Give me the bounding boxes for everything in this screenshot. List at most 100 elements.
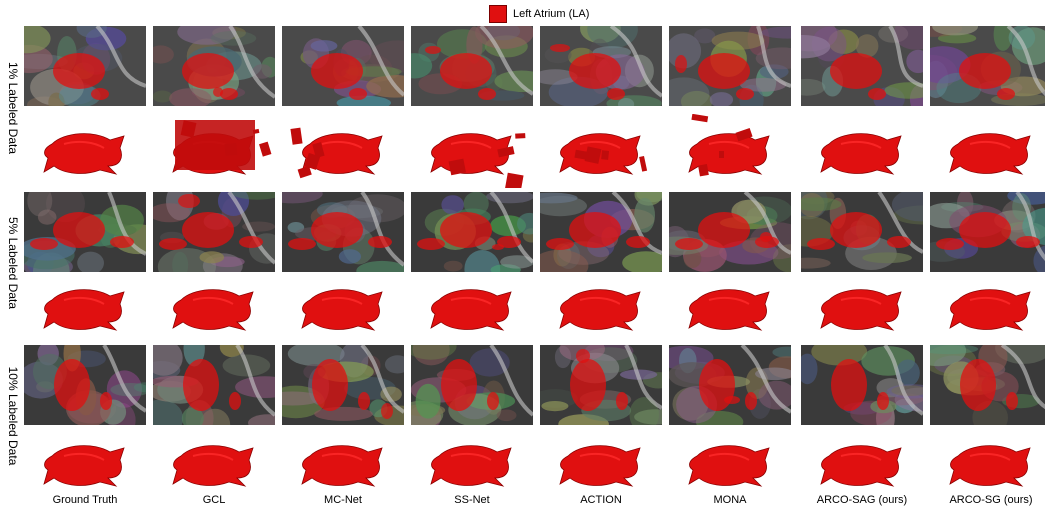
mri-image bbox=[153, 192, 275, 272]
volume-main-shape bbox=[820, 289, 902, 331]
mri-slice bbox=[153, 345, 275, 425]
volume-main-shape bbox=[949, 289, 1031, 331]
volume-render bbox=[930, 114, 1045, 188]
mri-slice bbox=[669, 192, 791, 272]
mri-image bbox=[669, 192, 791, 272]
volume-main-shape bbox=[43, 133, 125, 175]
mri-slice bbox=[411, 345, 533, 425]
legend-label: Left Atrium (LA) bbox=[513, 8, 590, 20]
volume-render bbox=[24, 426, 146, 500]
mri-slice bbox=[282, 345, 404, 425]
mri-image bbox=[24, 345, 146, 425]
mri-image bbox=[801, 345, 923, 425]
mri-slice bbox=[282, 192, 404, 272]
mri-slice bbox=[24, 345, 146, 425]
volume-render bbox=[411, 114, 533, 188]
volume-render bbox=[24, 114, 146, 188]
volume-render bbox=[801, 114, 923, 188]
row-label: 1% Labeled Data bbox=[6, 61, 20, 155]
volume-render bbox=[801, 426, 923, 500]
mri-image bbox=[411, 26, 533, 106]
volume-main-shape bbox=[172, 289, 254, 331]
volume-render bbox=[540, 270, 662, 344]
volume-render bbox=[930, 270, 1045, 344]
mri-image bbox=[153, 345, 275, 425]
mri-slice bbox=[930, 26, 1045, 106]
mri-image bbox=[540, 26, 662, 106]
mri-slice bbox=[411, 26, 533, 106]
mri-image bbox=[24, 26, 146, 106]
method-label: ARCO-SG (ours) bbox=[949, 494, 1033, 506]
volume-render bbox=[411, 426, 533, 500]
volume-render bbox=[153, 426, 275, 500]
volume-main-shape bbox=[559, 445, 641, 487]
mri-slice bbox=[540, 345, 662, 425]
volume-render bbox=[282, 270, 404, 344]
mri-image bbox=[282, 192, 404, 272]
mri-slice bbox=[801, 345, 923, 425]
method-label: MC-Net bbox=[324, 494, 362, 506]
mri-image bbox=[930, 26, 1045, 106]
mri-slice bbox=[153, 192, 275, 272]
volume-main-shape bbox=[43, 289, 125, 331]
mri-slice bbox=[801, 26, 923, 106]
volume-main-shape bbox=[559, 289, 641, 331]
mri-image bbox=[930, 345, 1045, 425]
mri-slice bbox=[540, 26, 662, 106]
method-label: MONA bbox=[713, 494, 747, 506]
mri-slice bbox=[540, 192, 662, 272]
method-label: ARCO-SAG (ours) bbox=[816, 494, 908, 506]
mri-slice bbox=[930, 345, 1045, 425]
legend-swatch bbox=[489, 5, 507, 23]
volume-render bbox=[669, 426, 791, 500]
mri-slice bbox=[24, 26, 146, 106]
mri-image bbox=[411, 345, 533, 425]
volume-render bbox=[282, 426, 404, 500]
volume-render bbox=[282, 114, 404, 188]
mri-image bbox=[930, 192, 1045, 272]
mri-image bbox=[540, 192, 662, 272]
mri-image bbox=[540, 345, 662, 425]
mri-image bbox=[801, 192, 923, 272]
mri-image bbox=[801, 26, 923, 106]
mri-image bbox=[411, 192, 533, 272]
volume-main-shape bbox=[688, 289, 770, 331]
mri-image bbox=[282, 345, 404, 425]
volume-main-shape bbox=[820, 445, 902, 487]
volume-render bbox=[540, 426, 662, 500]
mri-slice bbox=[282, 26, 404, 106]
method-label: SS-Net bbox=[454, 494, 490, 506]
legend: Left Atrium (LA) bbox=[489, 5, 589, 23]
volume-render bbox=[153, 270, 275, 344]
volume-main-shape bbox=[688, 445, 770, 487]
volume-render bbox=[669, 270, 791, 344]
volume-render bbox=[540, 114, 662, 188]
mri-slice bbox=[669, 26, 791, 106]
mri-image bbox=[669, 345, 791, 425]
method-label: ACTION bbox=[580, 494, 622, 506]
volume-main-shape bbox=[43, 445, 125, 487]
volume-render bbox=[930, 426, 1045, 500]
mri-slice bbox=[153, 26, 275, 106]
volume-main-shape bbox=[301, 445, 383, 487]
volume-main-shape bbox=[949, 445, 1031, 487]
volume-main-shape bbox=[172, 445, 254, 487]
mri-image bbox=[669, 26, 791, 106]
volume-render bbox=[24, 270, 146, 344]
mri-slice bbox=[801, 192, 923, 272]
mri-image bbox=[153, 26, 275, 106]
volume-render bbox=[801, 270, 923, 344]
volume-main-shape bbox=[949, 133, 1031, 175]
volume-main-shape bbox=[301, 289, 383, 331]
mri-image bbox=[282, 26, 404, 106]
method-label: GCL bbox=[202, 494, 226, 506]
mri-slice bbox=[24, 192, 146, 272]
mri-slice bbox=[411, 192, 533, 272]
row-label: 10% Labeled Data bbox=[6, 366, 20, 466]
volume-render bbox=[153, 114, 275, 188]
row-label: 5% Labeled Data bbox=[6, 216, 20, 310]
volume-main-shape bbox=[430, 289, 512, 331]
volume-render bbox=[411, 270, 533, 344]
mri-slice bbox=[669, 345, 791, 425]
